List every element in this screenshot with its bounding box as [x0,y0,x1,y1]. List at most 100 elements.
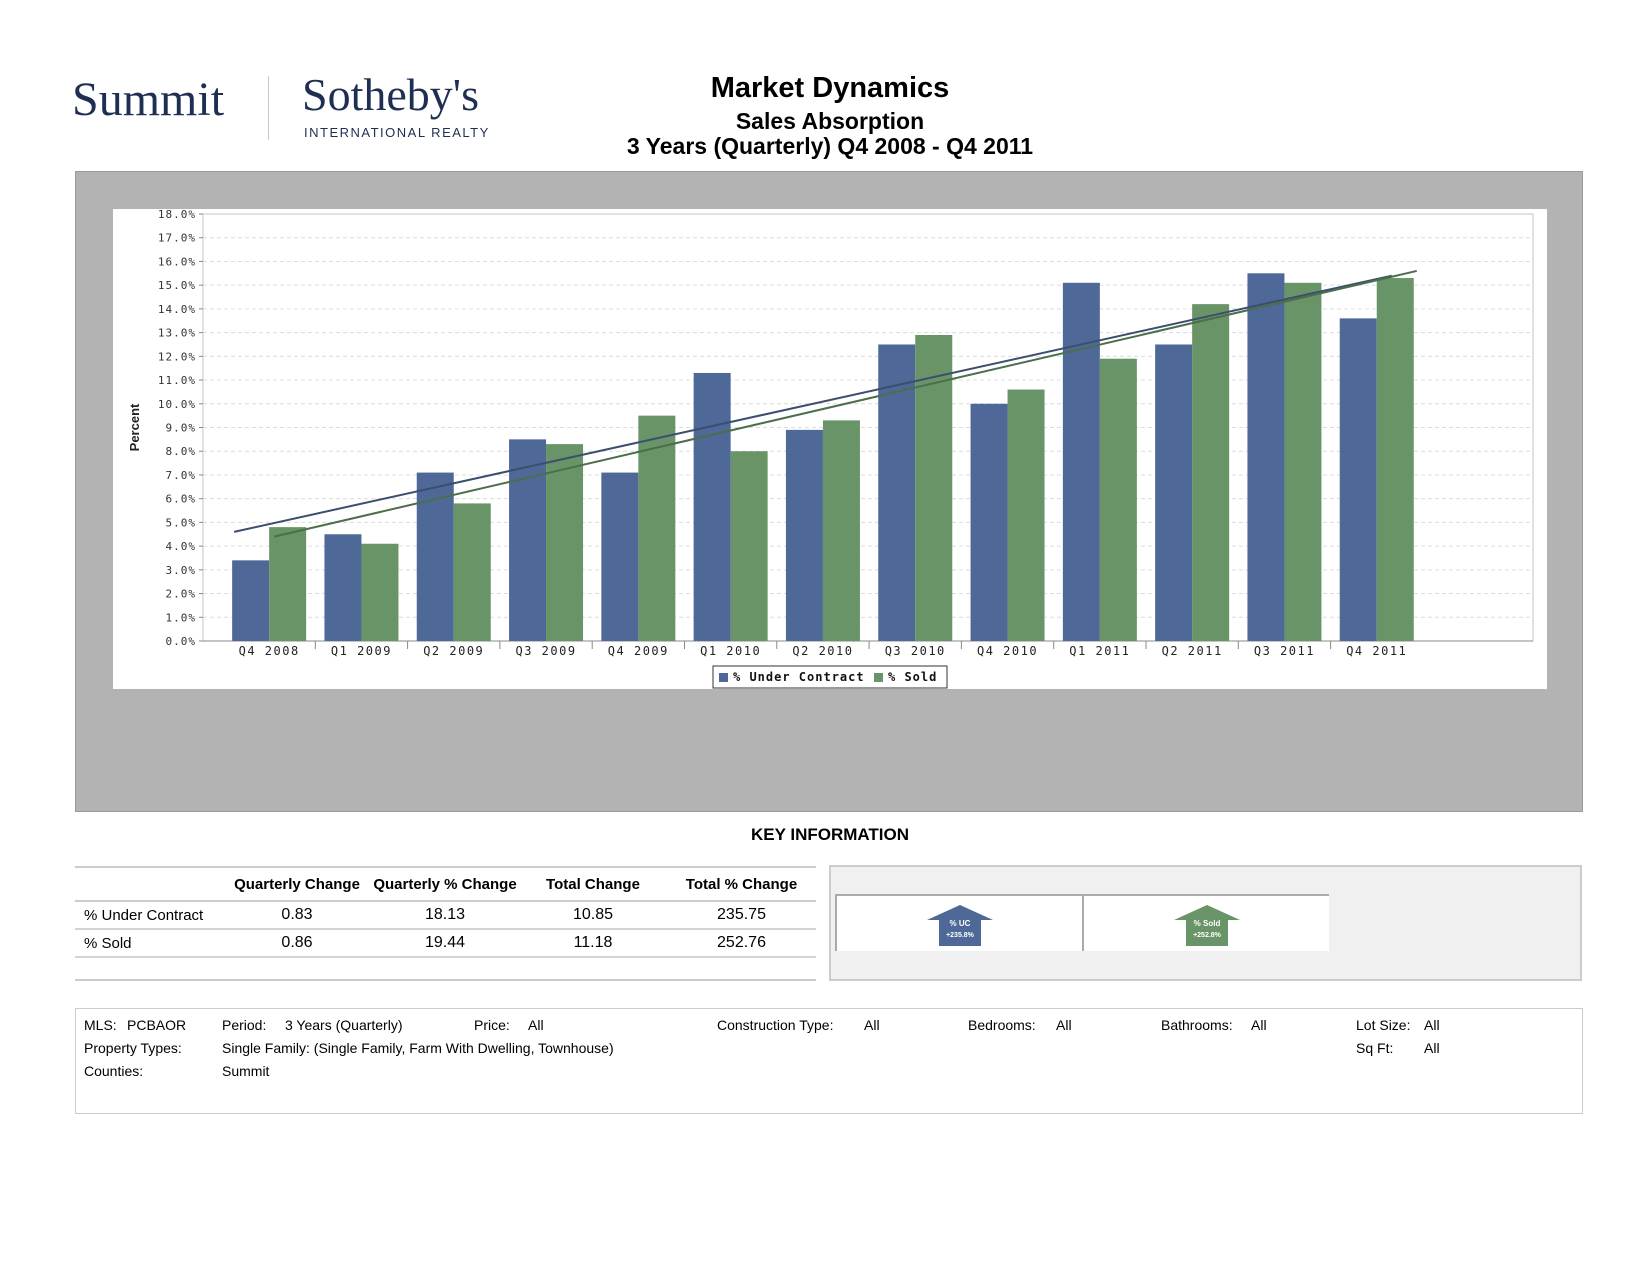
y-tick-label: 4.0% [166,540,197,553]
key-information-heading: KEY INFORMATION [750,825,910,844]
table-row: % Sold 0.86 19.44 11.18 252.76 [75,929,816,958]
bar-sold [1007,389,1045,641]
y-tick-label: 13.0% [158,327,196,340]
x-tick-label: Q2 2011 [1162,644,1223,658]
report-title: Market Dynamics [710,72,950,104]
y-tick-label: 7.0% [166,469,197,482]
y-tick-label: 14.0% [158,303,196,316]
y-tick-label: 0.0% [166,635,197,648]
key-col-header: Quarterly % Change [371,866,519,902]
legend-swatch-sold [874,673,883,682]
arrow-shape-uc [927,905,993,946]
table-cell: 19.44 [371,929,519,958]
bar-sold [546,444,584,641]
x-tick-label: Q3 2010 [885,644,946,658]
x-tick-label: Q2 2010 [792,644,853,658]
filter-bathrooms-value: All [1251,1017,1267,1033]
filter-counties-label: Counties: [84,1063,144,1079]
bar-sold [1099,358,1137,641]
y-tick-label: 8.0% [166,445,197,458]
x-tick-label: Q1 2010 [700,644,761,658]
filter-price-value: All [528,1017,544,1033]
bar-under-contract [416,472,454,641]
bar-under-contract [601,472,639,641]
filter-bathrooms-label: Bathrooms: [1161,1017,1233,1033]
filter-construction-value: All [864,1017,880,1033]
key-col-header: Total % Change [667,866,816,902]
legend-box [712,665,948,689]
arrow-shape-sold [1174,905,1240,946]
filter-sqft-value: All [1424,1040,1440,1056]
bar-under-contract [1062,282,1100,641]
y-tick-label: 5.0% [166,516,197,529]
badge-under-contract-box: % UC +235.8% [835,894,1082,951]
y-tick-label: 12.0% [158,350,196,363]
badge-sold-label: % Sold [1194,919,1221,928]
bar-sold [1192,304,1230,641]
bar-sold [1376,278,1414,641]
filter-lot-size-value: All [1424,1017,1440,1033]
y-tick-label: 6.0% [166,493,197,506]
report-subtitle: Sales Absorption [735,108,925,134]
filter-sqft-label: Sq Ft: [1356,1040,1394,1056]
bar-sold [453,503,491,641]
filter-bedrooms-value: All [1056,1017,1072,1033]
y-tick-label: 2.0% [166,588,197,601]
logo-international-realty: INTERNATIONAL REALTY [304,125,490,140]
logo-sothebys: Sotheby's [302,69,479,120]
filter-summary: MLS: PCBAOR Period: 3 Years (Quarterly) … [75,1008,1583,1114]
logo-summit: Summit [72,73,225,126]
table-cell: 10.85 [519,901,667,930]
bar-sold [730,451,768,641]
y-tick-label: 16.0% [158,255,196,268]
filter-property-types-label: Property Types: [84,1040,182,1056]
badge-sold-value: +252.8% [1193,932,1222,939]
y-tick-label: 18.0% [158,209,196,221]
table-cell: 11.18 [519,929,667,958]
filter-lot-size-label: Lot Size: [1356,1017,1411,1033]
legend-label-under-contract: % Under Contract [733,670,865,684]
key-information-table-wrap: Quarterly Change Quarterly % Change Tota… [75,866,816,958]
filter-bedrooms-label: Bedrooms: [968,1017,1036,1033]
bar-sold [822,420,860,641]
table-cell: 18.13 [371,901,519,930]
bar-under-contract [324,534,362,641]
filter-period-value: 3 Years (Quarterly) [285,1017,403,1033]
filter-property-types-value: Single Family: (Single Family, Farm With… [222,1040,614,1056]
legend-label-sold: % Sold [888,670,937,684]
bar-under-contract [970,403,1008,641]
bar-under-contract [232,560,270,641]
key-col-header: Total Change [519,866,667,902]
x-tick-label: Q4 2008 [239,644,300,658]
trendline-sold [273,269,1417,538]
y-tick-label: 17.0% [158,232,196,245]
y-tick-label: 11.0% [158,374,196,387]
y-tick-label: 1.0% [166,611,197,624]
bar-sold [269,527,307,641]
key-table-bottom-rule [75,979,816,981]
report-period: 3 Years (Quarterly) Q4 2008 - Q4 2011 [626,133,1034,159]
x-tick-label: Q4 2011 [1346,644,1407,658]
key-col-header: Quarterly Change [223,866,371,902]
filter-mls-label: MLS: [84,1017,117,1033]
bar-under-contract [1155,344,1193,641]
logo-divider [268,76,269,140]
badge-sold-box: % Sold +252.8% [1082,894,1329,951]
row-label: % Under Contract [75,901,223,930]
up-arrow-icon: % Sold +252.8% [1174,905,1240,946]
table-cell: 0.83 [223,901,371,930]
bar-under-contract [785,429,823,641]
bar-under-contract [693,372,731,641]
filter-period-label: Period: [222,1017,267,1033]
legend-swatch-under-contract [719,673,728,682]
bar-under-contract [1339,318,1377,641]
y-tick-label: 15.0% [158,279,196,292]
up-arrow-icon: % UC +235.8% [927,905,993,946]
y-tick-label: 9.0% [166,422,197,435]
x-tick-label: Q2 2009 [423,644,484,658]
bar-under-contract [1247,273,1285,641]
bar-sold [638,415,676,641]
key-information-table: Quarterly Change Quarterly % Change Tota… [75,866,816,958]
filter-counties-value: Summit [222,1063,270,1079]
table-cell: 252.76 [667,929,816,958]
